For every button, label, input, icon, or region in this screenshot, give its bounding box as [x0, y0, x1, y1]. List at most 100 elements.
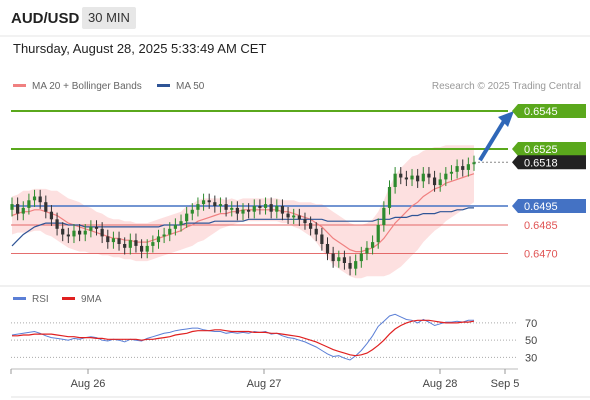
candle-body — [359, 253, 363, 262]
candle-body — [292, 215, 296, 218]
candle-body — [393, 173, 397, 187]
rsi-legend-label: RSI — [32, 294, 49, 305]
candle-body — [83, 230, 87, 235]
candle — [230, 201, 234, 217]
candle-body — [325, 244, 330, 254]
candle-body — [427, 173, 431, 178]
candle — [399, 167, 403, 185]
candle-body — [370, 242, 375, 248]
candle — [78, 224, 82, 242]
candle — [382, 201, 386, 232]
level-badge-0.6495: 0.6495 — [512, 199, 586, 213]
candle — [235, 201, 239, 221]
candle — [173, 218, 177, 236]
candle-body — [100, 228, 104, 237]
x-tick-label: Sep 5 — [491, 378, 520, 390]
level-badge-bg — [512, 104, 586, 118]
candle-body — [297, 215, 301, 220]
candle — [376, 218, 380, 249]
candle — [314, 222, 318, 242]
candle — [337, 250, 341, 268]
credit-text: Research © 2025 Trading Central — [431, 81, 581, 92]
candle-body — [16, 204, 20, 214]
candle — [44, 195, 48, 219]
candle — [275, 199, 279, 219]
candle — [162, 227, 166, 244]
candle — [61, 222, 65, 242]
candle — [27, 193, 31, 215]
candle-body — [78, 230, 82, 235]
candle — [123, 237, 127, 255]
candle — [49, 205, 54, 226]
candle — [207, 193, 211, 209]
candle-body — [117, 238, 121, 244]
candle-body — [55, 219, 59, 229]
candle-body — [449, 171, 454, 174]
candle-body — [269, 204, 273, 212]
rsi-legend-label: 9MA — [81, 294, 102, 305]
x-tick-label: Aug 27 — [247, 378, 282, 390]
forecast-arrow-shaft — [478, 119, 506, 162]
candle-body — [10, 204, 14, 210]
candle-body — [38, 196, 42, 203]
candle — [292, 208, 296, 225]
candle — [10, 197, 14, 217]
level-label: 0.6495 — [524, 201, 558, 213]
level-badge-bg — [512, 142, 586, 156]
candle-body — [32, 196, 37, 201]
candle-body — [303, 219, 307, 224]
candle — [241, 203, 245, 221]
candle-body — [416, 175, 420, 182]
candle — [201, 193, 206, 211]
candle — [94, 220, 99, 236]
candle-body — [151, 242, 155, 246]
candle-body — [309, 223, 313, 229]
candle-body — [196, 204, 200, 210]
candle — [461, 159, 465, 177]
ma50-swatch — [157, 83, 170, 87]
candle-body — [348, 263, 352, 269]
candle-body — [252, 206, 256, 212]
candle — [117, 231, 121, 251]
candle-body — [230, 207, 234, 210]
level-badge-0.6545: 0.6545 — [512, 104, 586, 118]
candle-body — [106, 236, 110, 243]
candle-body — [241, 209, 245, 214]
candle-body — [455, 166, 459, 172]
candle — [286, 206, 290, 225]
candle-body — [123, 244, 127, 248]
candle — [100, 222, 104, 244]
candle — [472, 155, 476, 171]
candle-body — [320, 234, 324, 244]
candle-body — [314, 228, 318, 235]
candle-body — [27, 200, 31, 208]
candle — [151, 235, 155, 253]
candle-body — [218, 204, 223, 206]
level-label: 0.6545 — [524, 106, 558, 118]
candle — [370, 235, 375, 255]
candle — [325, 237, 330, 261]
level-label: 0.6485 — [524, 220, 558, 232]
candle — [168, 222, 172, 242]
currency-pair-title: AUD/USD — [11, 10, 80, 27]
candle-body — [207, 200, 211, 203]
candle — [410, 168, 414, 187]
candle — [72, 224, 76, 244]
candle-body — [376, 225, 380, 243]
ma20-swatch — [13, 83, 26, 87]
candle — [145, 239, 149, 259]
candle — [427, 167, 431, 185]
candle-body — [185, 213, 189, 222]
candle-body — [44, 202, 48, 212]
candle-body — [387, 187, 392, 208]
candle — [438, 172, 442, 192]
level-badge-0.6518: 0.6518 — [512, 155, 586, 170]
candle-body — [89, 226, 93, 231]
candle-body — [432, 177, 437, 186]
candle — [190, 203, 194, 221]
candle — [342, 250, 347, 270]
timeframe-badge[interactable]: 30 MIN — [82, 7, 136, 29]
candle — [252, 199, 256, 219]
candle-body — [61, 228, 65, 235]
